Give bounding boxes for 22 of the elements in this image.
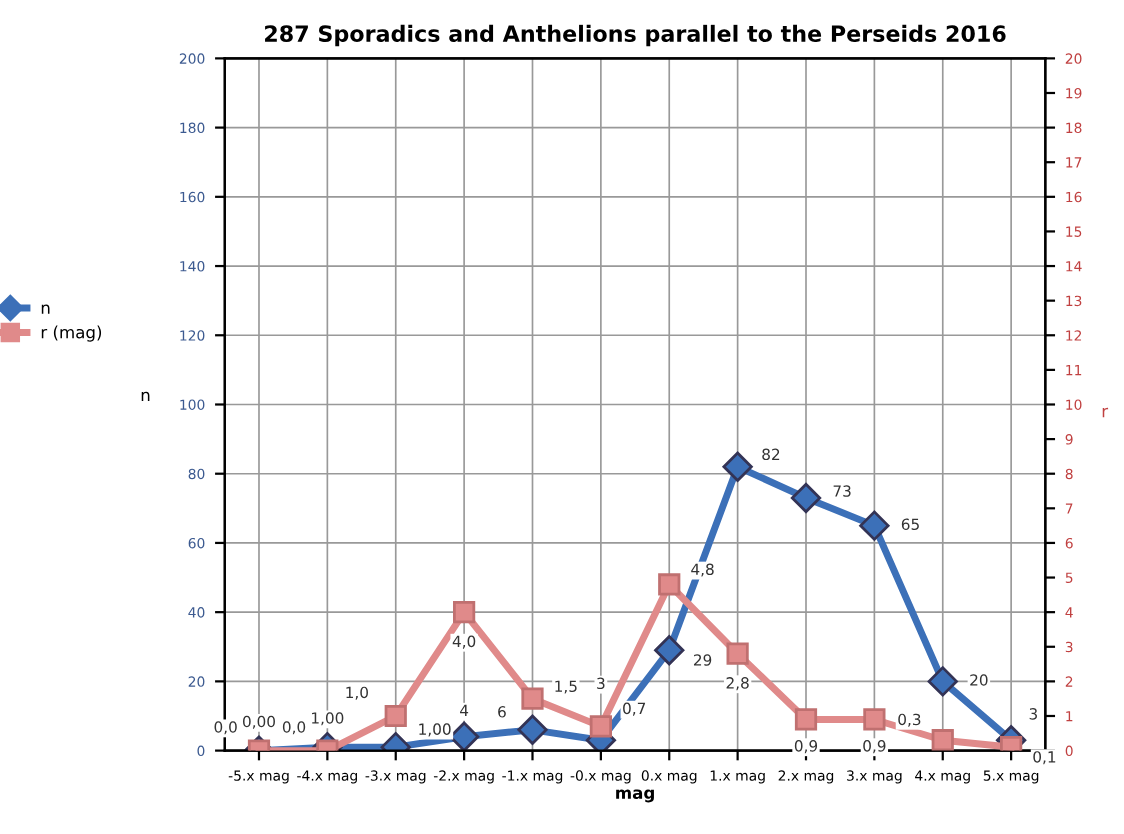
point [863,708,886,731]
chart-title: 287 Sporadics and Anthelions parallel to the Perseids 2016 [265,24,1006,47]
x-axis-title: mag [616,789,654,803]
point [931,729,954,751]
legend-label: r (mag) [41,325,102,342]
point [654,635,685,666]
point [517,714,548,745]
point [384,704,407,728]
point [927,666,958,697]
point [790,482,822,514]
point [453,601,476,624]
point [521,687,544,710]
point [722,451,753,482]
y-axis-title: n [141,391,150,402]
legend-label: n [41,304,50,314]
point [448,721,480,751]
point [794,708,818,731]
point [589,715,612,738]
point [658,573,681,596]
y2-axis-title: r [1102,407,1109,418]
point [726,642,749,665]
point [859,510,890,541]
